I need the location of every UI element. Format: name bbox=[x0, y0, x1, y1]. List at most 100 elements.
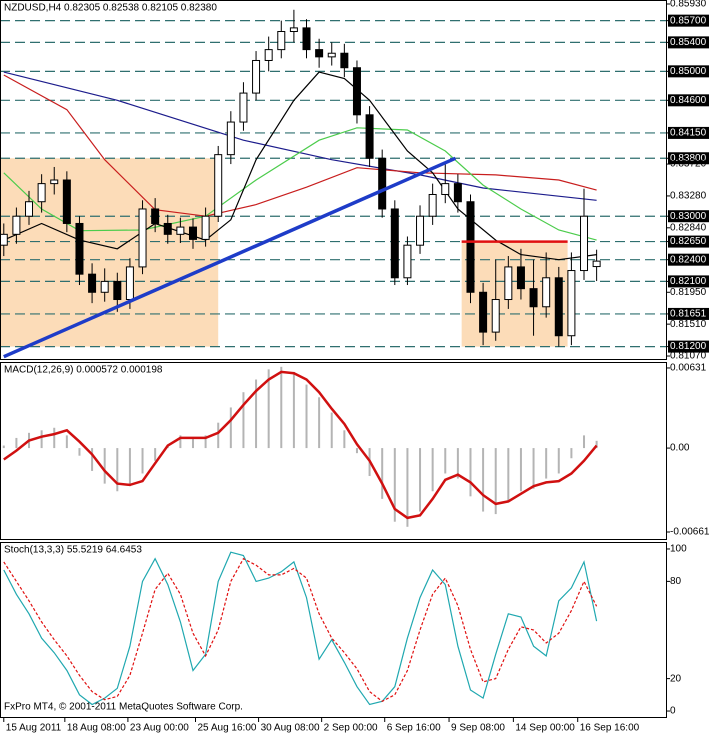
candle-body bbox=[390, 208, 399, 279]
macd-bar bbox=[154, 448, 157, 461]
candle-body bbox=[315, 49, 324, 58]
candle-body bbox=[554, 277, 563, 337]
candle-body bbox=[479, 291, 488, 333]
candle-body bbox=[125, 266, 134, 301]
macd-bar bbox=[532, 448, 535, 489]
x-tick-label: 30 Aug 08:00 bbox=[261, 723, 320, 734]
y-tick-label: 0.00 bbox=[670, 443, 690, 454]
macd-bar bbox=[557, 448, 560, 474]
macd-bar bbox=[292, 371, 295, 449]
y-tick-label: 0.82840 bbox=[670, 222, 707, 233]
macd-bar bbox=[545, 448, 548, 479]
moving-average bbox=[3, 71, 597, 261]
moving-average bbox=[3, 74, 597, 217]
macd-bar bbox=[381, 448, 384, 499]
macd-bar bbox=[280, 366, 283, 449]
macd-bar bbox=[242, 392, 245, 449]
x-tick-label: 16 Sep 16:00 bbox=[580, 723, 640, 734]
y-tick-label: 0.81200 bbox=[670, 341, 707, 352]
panel-title: Stoch(13,3,3) 55.5219 64.6453 bbox=[4, 545, 142, 556]
candle-body bbox=[302, 27, 311, 51]
candle-body bbox=[403, 244, 412, 279]
macd-bar bbox=[78, 448, 81, 456]
y-tick-label: 100 bbox=[670, 544, 687, 555]
candle-body bbox=[352, 67, 361, 116]
candle-body bbox=[466, 201, 475, 293]
macd-bar bbox=[431, 448, 434, 492]
macd-bar bbox=[318, 397, 321, 449]
candle-body bbox=[201, 215, 210, 240]
y-tick-label: 0.84150 bbox=[670, 128, 707, 139]
candle-body bbox=[50, 179, 59, 185]
x-tick-label: 18 Aug 08:00 bbox=[67, 723, 126, 734]
y-tick-label: 0.82400 bbox=[670, 254, 707, 265]
stoch-line bbox=[3, 557, 598, 703]
candle-body bbox=[264, 49, 273, 61]
y-tick-label: 0 bbox=[670, 706, 676, 717]
candle-body bbox=[289, 27, 298, 33]
y-tick-label: 0.85000 bbox=[670, 66, 707, 77]
x-tick-label: 25 Aug 16:00 bbox=[198, 723, 257, 734]
candle-body bbox=[113, 280, 122, 301]
level-label-box bbox=[668, 307, 709, 320]
candle-body bbox=[0, 233, 8, 246]
y-tick-label: 0.81950 bbox=[670, 287, 707, 298]
macd-bar bbox=[330, 412, 333, 449]
candle-body bbox=[453, 183, 462, 203]
candle-body bbox=[239, 92, 248, 123]
level-label-box bbox=[668, 14, 709, 27]
candle-body bbox=[529, 288, 538, 308]
macd-bar bbox=[15, 437, 18, 449]
candle-body bbox=[441, 183, 450, 195]
candle-body bbox=[151, 208, 160, 224]
zone bbox=[461, 241, 568, 347]
level-label-box bbox=[668, 94, 709, 107]
candle-body bbox=[340, 52, 349, 69]
macd-bar bbox=[141, 448, 144, 474]
macd-bar bbox=[393, 448, 396, 522]
x-tick-label: 9 Sep 08:00 bbox=[451, 723, 505, 734]
y-tick-label: 0.81651 bbox=[670, 309, 707, 320]
moving-average bbox=[3, 127, 597, 241]
macd-bar bbox=[456, 448, 459, 479]
candle-body bbox=[378, 157, 387, 210]
x-tick-label: 15 Aug 2011 bbox=[6, 723, 62, 734]
candle-body bbox=[592, 260, 601, 268]
candle-body bbox=[75, 222, 84, 275]
macd-bar bbox=[204, 435, 207, 449]
macd-bar bbox=[343, 430, 346, 449]
y-tick-label: 0.81510 bbox=[670, 319, 707, 330]
candle-body bbox=[214, 154, 223, 217]
y-tick-label: 0.83000 bbox=[670, 211, 707, 222]
macd-bar bbox=[305, 384, 308, 449]
candle-body bbox=[37, 183, 46, 203]
level-label-box bbox=[668, 235, 709, 248]
y-tick-label: 0.83800 bbox=[670, 153, 707, 164]
macd-bar bbox=[519, 448, 522, 492]
y-tick-label: -0.00661 bbox=[670, 527, 709, 538]
panel-title: NZDUSD,H4 0.82305 0.82538 0.82105 0.8238… bbox=[4, 3, 217, 14]
candle-body bbox=[163, 222, 172, 235]
candle-body bbox=[567, 270, 576, 337]
candle-body bbox=[516, 266, 525, 290]
macd-bar bbox=[570, 448, 573, 459]
candle-body bbox=[504, 266, 513, 301]
macd-bar bbox=[179, 435, 182, 449]
macd-bar bbox=[65, 435, 68, 449]
y-tick-label: 80 bbox=[670, 576, 682, 587]
y-tick-label: 0.83280 bbox=[670, 191, 707, 202]
macd-bar bbox=[494, 448, 497, 515]
macd-bar bbox=[355, 448, 358, 454]
candle-body bbox=[25, 201, 34, 217]
panel-frame bbox=[0, 0, 667, 360]
candle-body bbox=[277, 31, 286, 51]
candle-body bbox=[252, 59, 261, 94]
panel-frame bbox=[0, 542, 667, 718]
macd-bar bbox=[103, 448, 106, 484]
candle-body bbox=[491, 299, 500, 333]
candle-body bbox=[100, 280, 109, 293]
footer: FxPro MT4, © 2001-2011 MetaQuotes Softwa… bbox=[4, 702, 243, 713]
candle-body bbox=[428, 193, 437, 217]
